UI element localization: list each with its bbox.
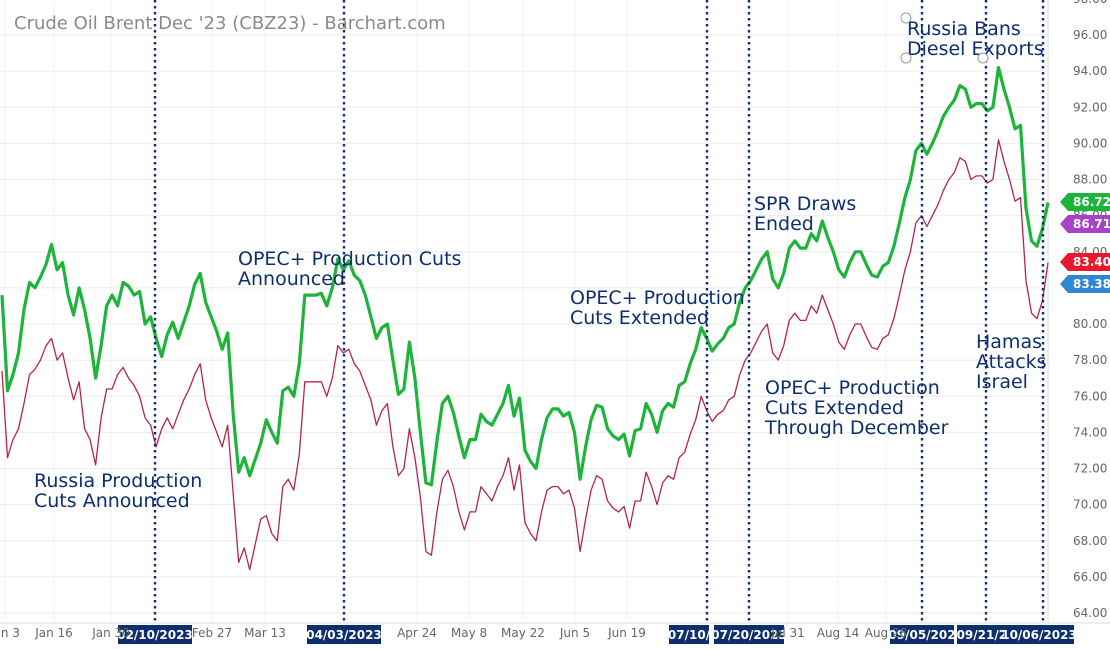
- y-tick-label: 96.00: [1073, 28, 1107, 42]
- x-tick-label: Aug 28: [865, 626, 908, 640]
- last-value-tag: [1060, 275, 1110, 293]
- event-annotation: Russia Production Cuts Announced: [34, 470, 202, 512]
- series-line-secondary: [1, 139, 1049, 571]
- last-value-tag: [1060, 253, 1110, 271]
- chart-title: Crude Oil Brent Dec '23 (CBZ23) - Barcha…: [14, 13, 446, 34]
- event-date-label: 09/05/202: [888, 628, 955, 642]
- y-tick-label: 92.00: [1073, 100, 1107, 114]
- event-date-box: [957, 625, 1015, 644]
- last-value-tag: [1060, 215, 1110, 233]
- y-tick-label: 78.00: [1073, 353, 1107, 367]
- last-value-label: 86.72: [1073, 195, 1110, 209]
- y-tick-label: 88.00: [1073, 173, 1107, 187]
- annotations: Russia Production Cuts Announced OPEC+ Pro…: [34, 12, 1047, 512]
- event-annotation-line: Russia Production: [34, 470, 202, 492]
- grid: [0, 0, 1110, 624]
- x-axis: Jan 3 Jan 16 Jan 30 Feb 27 Mar 13 Apr 24 May 8…: [0, 626, 907, 640]
- event-annotation: OPEC+ Production Cuts Extended Through Dec…: [764, 377, 949, 439]
- series-line-primary: [0, 65, 1050, 487]
- event-annotation: OPEC+ Production Cuts Announced: [238, 248, 461, 290]
- last-value-tags: 86.72 86.71 83.40 83.38: [1060, 193, 1110, 293]
- event-annotation-line: Israel: [976, 371, 1028, 393]
- y-tick-label: 98.00: [1073, 0, 1107, 6]
- y-tick-label: 74.00: [1073, 425, 1107, 439]
- event-annotation-line: Russia Bans: [907, 18, 1021, 40]
- y-tick-label: 68.00: [1073, 534, 1107, 548]
- y-tick-label: 80.00: [1073, 317, 1107, 331]
- event-annotation-line: Through December: [764, 417, 949, 439]
- x-tick-label: Jan 16: [34, 626, 73, 640]
- y-tick-label: 94.00: [1073, 64, 1107, 78]
- annotation-handle[interactable]: [977, 52, 989, 64]
- x-tick-label: May 22: [501, 626, 545, 640]
- y-tick-label: 66.00: [1073, 570, 1107, 584]
- event-annotation-line: Cuts Extended: [570, 307, 709, 329]
- event-date-box: [1004, 625, 1074, 644]
- event-date-box: [890, 625, 954, 644]
- event-date-label: 10/06/2023: [1001, 628, 1077, 642]
- event-date-box: [714, 625, 784, 644]
- event-date-label: 07/20/2023: [711, 628, 787, 642]
- event-lines: 02/10/2023 04/03/2023 07/10/07/20/2023 09/0…: [117, 0, 1077, 644]
- event-annotation-line: Diesel Exports: [907, 38, 1044, 60]
- x-tick-label: Jun 19: [607, 626, 646, 640]
- event-date-label: 07/10/: [668, 628, 711, 642]
- x-tick-label: Aug 14: [817, 626, 860, 640]
- x-tick-label: Apr 24: [397, 626, 437, 640]
- x-tick-label: May 8: [451, 626, 487, 640]
- event-date-box: [669, 625, 709, 644]
- y-tick-label: 70.00: [1073, 498, 1107, 512]
- event-annotation-line: SPR Draws: [754, 193, 856, 215]
- y-axis: 64.00 66.00 68.00 70.00 72.00 74.00 76.00 78.00…: [1073, 0, 1107, 620]
- last-value-label: 83.40: [1073, 255, 1110, 269]
- event-date-label: 02/10/2023: [117, 628, 193, 642]
- x-tick-label: Jan 3: [0, 626, 20, 640]
- event-annotation-line: Announced: [238, 268, 345, 290]
- event-date-label: 09/21/20: [957, 628, 1016, 642]
- event-annotation: Hamas Attacks Israel: [976, 331, 1047, 393]
- x-tick-label: Feb 27: [192, 626, 232, 640]
- y-tick-label: 64.00: [1073, 606, 1107, 620]
- event-date-label: 04/03/2023: [306, 628, 382, 642]
- x-tick-label: Jun 5: [559, 626, 590, 640]
- event-annotation-line: Hamas: [976, 331, 1042, 353]
- x-tick-label: Jan 30: [91, 626, 130, 640]
- y-tick-label: 72.00: [1073, 462, 1107, 476]
- annotation-handle[interactable]: [900, 12, 912, 24]
- event-annotation: Russia Bans Diesel Exports: [907, 18, 1044, 60]
- last-value-label: 86.71: [1073, 217, 1110, 231]
- event-annotation-line: Ended: [754, 213, 814, 235]
- event-date-box: [118, 625, 192, 644]
- event-date-box: [307, 625, 381, 644]
- event-annotation-line: OPEC+ Production: [570, 287, 745, 309]
- series-layer: [0, 65, 1050, 571]
- event-annotation-line: Cuts Extended: [765, 397, 904, 419]
- event-annotation-line: Cuts Announced: [34, 490, 190, 512]
- y-tick-label: 76.00: [1073, 389, 1107, 403]
- event-annotation-line: Attacks: [976, 351, 1047, 373]
- event-annotation: OPEC+ Production Cuts Extended: [570, 287, 745, 329]
- event-annotation-line: OPEC+ Production: [765, 377, 940, 399]
- x-tick-label: Jul 31: [770, 626, 805, 640]
- last-value-label: 83.38: [1073, 277, 1110, 291]
- event-annotation-line: OPEC+ Production Cuts: [238, 248, 461, 270]
- y-tick-label: 90.00: [1073, 136, 1107, 150]
- x-tick-label: Mar 13: [244, 626, 286, 640]
- annotation-handle[interactable]: [900, 52, 912, 64]
- event-annotation: SPR Draws Ended: [754, 193, 856, 235]
- last-value-tag: [1060, 193, 1110, 211]
